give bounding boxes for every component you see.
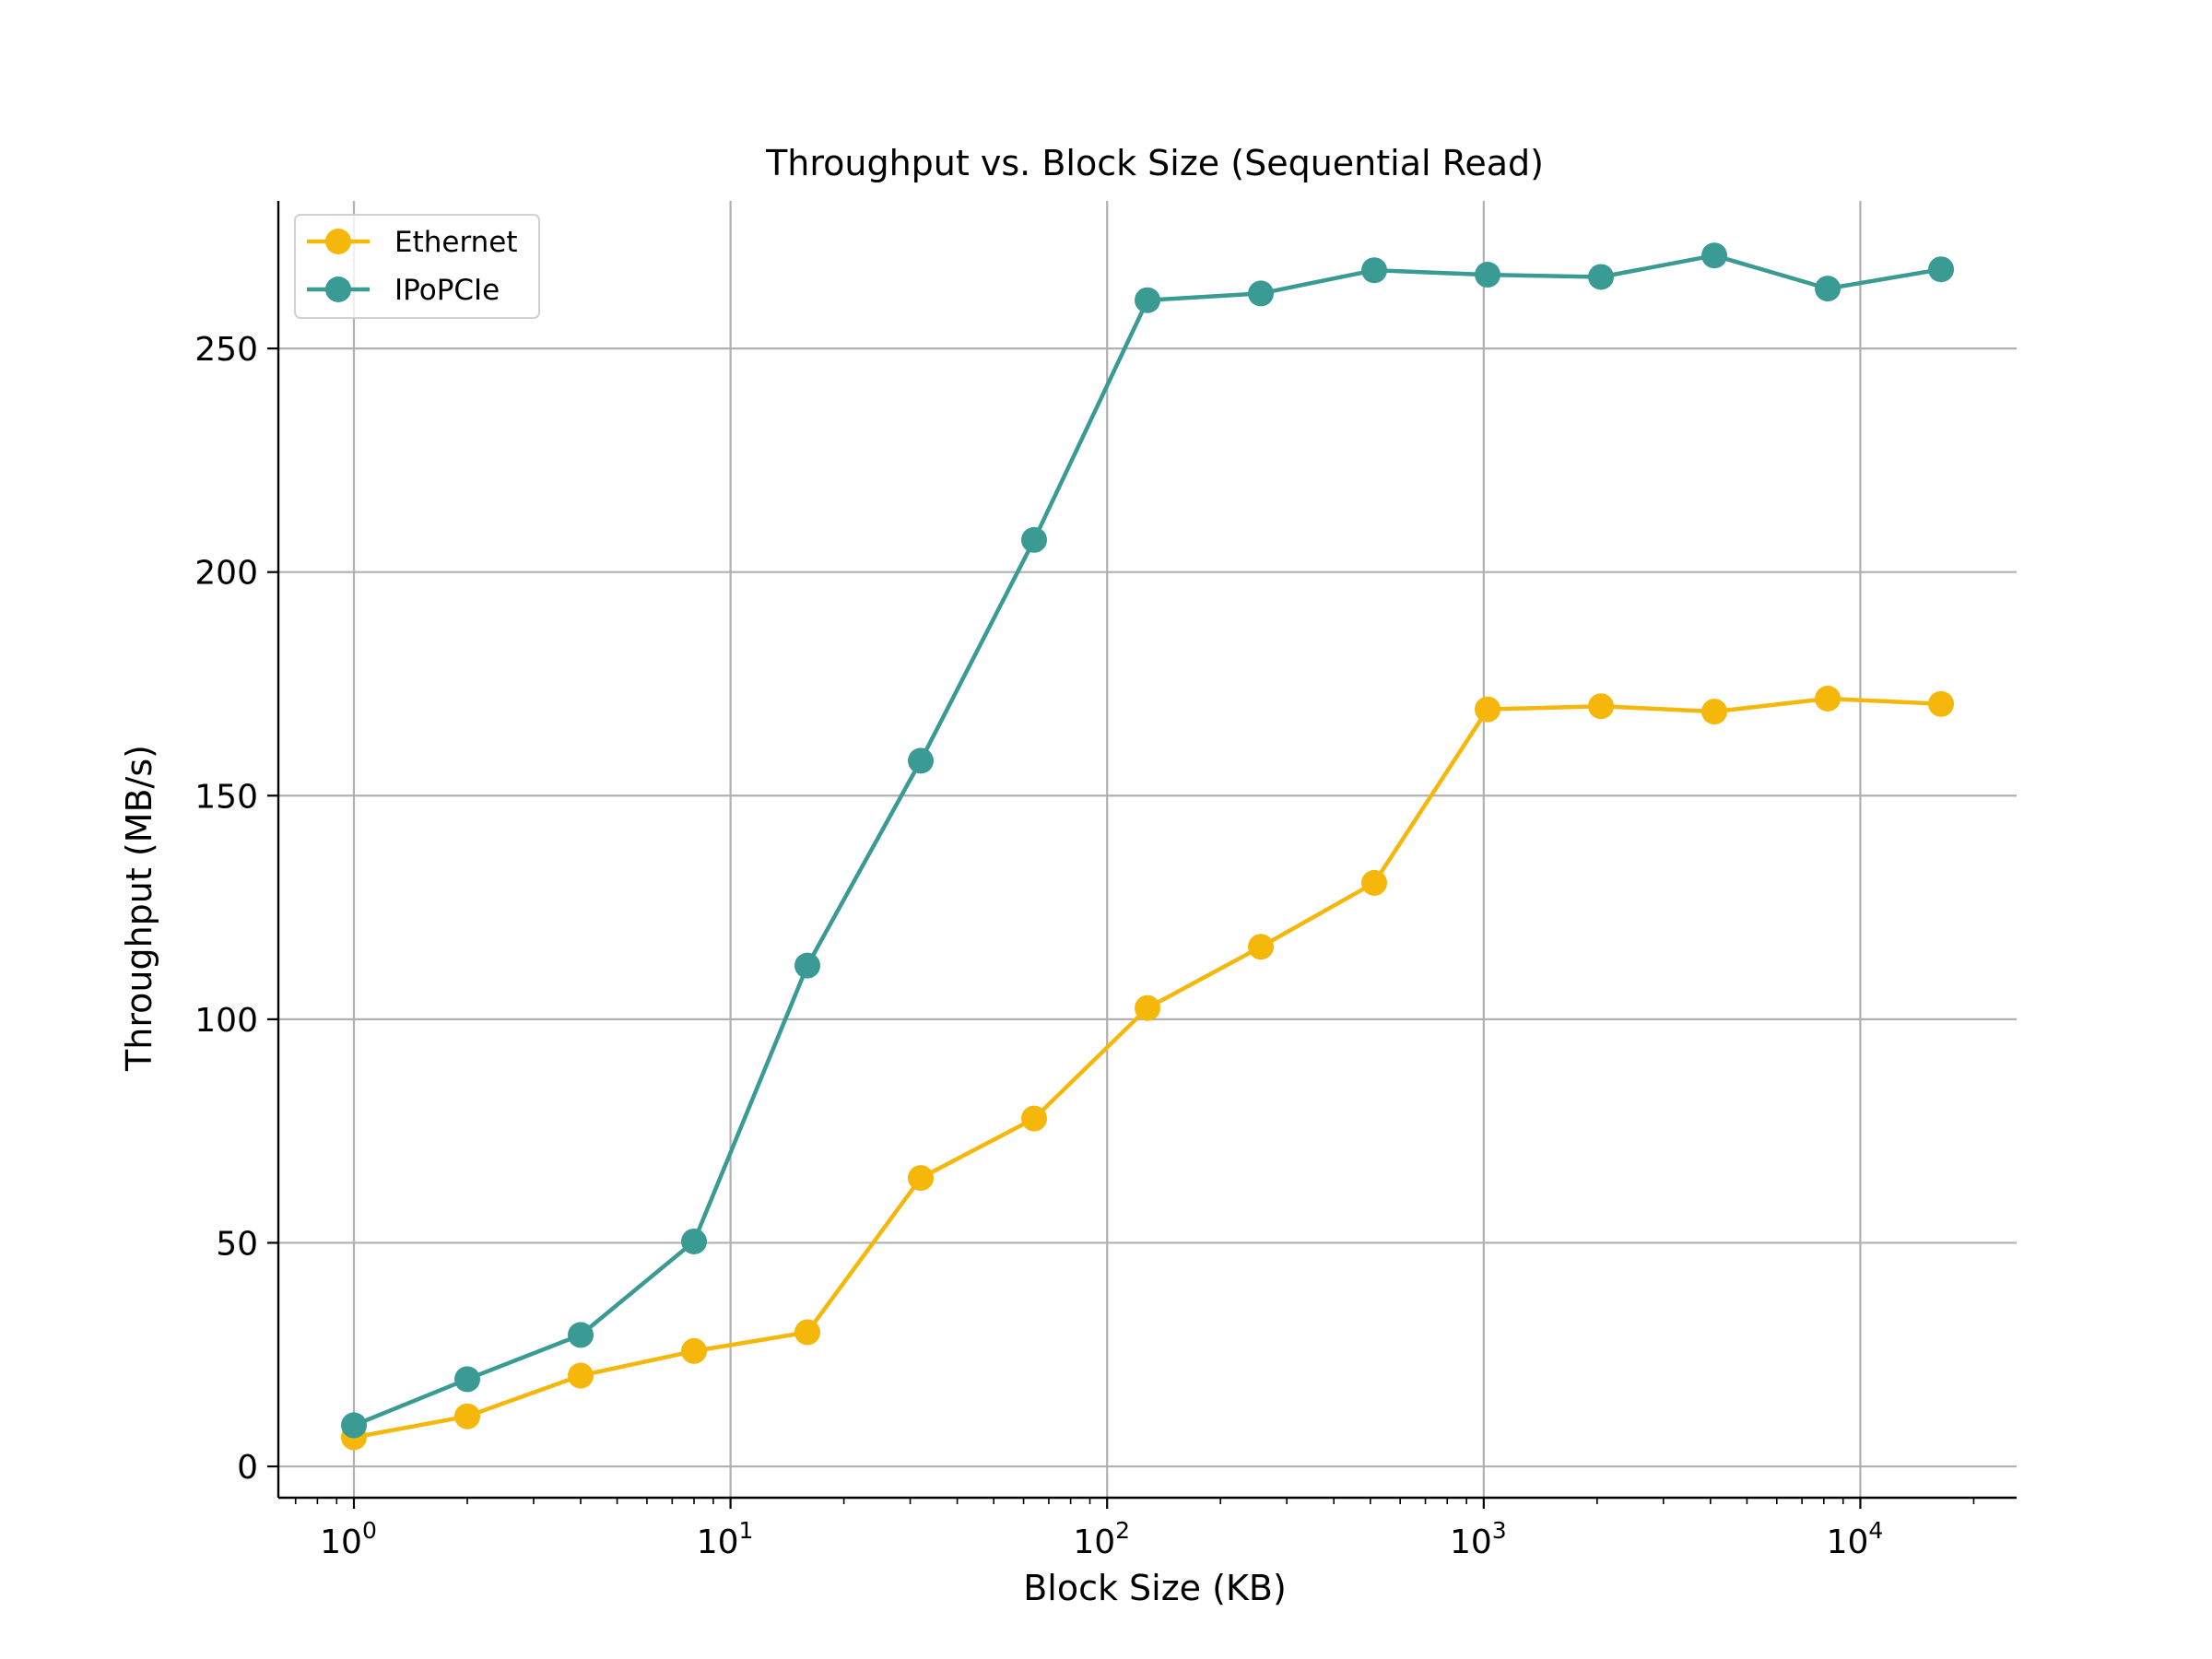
y-axis-label: Throughput (MB/s) (119, 745, 159, 1072)
legend-label-ipopcie: IPoPCIe (394, 274, 500, 307)
data-point (1475, 696, 1501, 723)
y-tick-label: 100 (194, 1002, 258, 1040)
data-point (1588, 264, 1615, 290)
y-tick-label: 250 (194, 331, 258, 369)
data-point (1361, 257, 1388, 284)
chart-title: Throughput vs. Block Size (Sequential Re… (765, 143, 1544, 183)
data-point (1248, 280, 1275, 307)
x-tick-label: 102 (1073, 1517, 1130, 1561)
y-tick-label: 200 (194, 555, 258, 593)
x-tick-label: 101 (697, 1517, 754, 1561)
grid-layer (278, 201, 2017, 1498)
data-point (1815, 685, 1841, 712)
data-point (453, 1366, 480, 1393)
data-point (453, 1403, 480, 1430)
axes-layer: 0 50 100 150 200 250 100 101 102 103 104 (194, 201, 2017, 1561)
x-tick-label: 104 (1827, 1517, 1884, 1561)
x-tick-label: 103 (1450, 1517, 1507, 1561)
data-point (1021, 1105, 1048, 1132)
data-point (1701, 699, 1728, 725)
data-point (908, 747, 935, 774)
data-point (908, 1165, 935, 1192)
legend: Ethernet IPoPCIe (294, 214, 540, 319)
data-point (340, 1412, 367, 1439)
legend-label-ethernet: Ethernet (394, 226, 518, 259)
x-axis-label: Block Size (KB) (1023, 1568, 1287, 1608)
data-point (1135, 994, 1161, 1021)
legend-marker-ethernet (325, 229, 351, 254)
data-point (1248, 934, 1275, 960)
data-point (1928, 690, 1955, 717)
data-point (1475, 262, 1501, 288)
data-point (1588, 693, 1615, 720)
data-point (794, 1319, 821, 1346)
y-tick-label: 0 (237, 1449, 258, 1487)
data-point (681, 1228, 708, 1254)
legend-marker-ipopcie (325, 276, 351, 302)
data-point (1021, 526, 1048, 553)
y-tick-label: 50 (216, 1225, 258, 1263)
series-layer (340, 242, 1955, 1451)
data-point (568, 1322, 594, 1348)
x-tick-label: 100 (320, 1517, 377, 1561)
data-point (568, 1362, 594, 1389)
data-point (1361, 869, 1388, 896)
series-line-1 (353, 253, 1942, 1428)
data-point (794, 952, 821, 979)
data-point (1135, 287, 1161, 313)
data-point (1928, 256, 1955, 283)
y-tick-label: 150 (194, 778, 258, 816)
data-point (1701, 242, 1728, 269)
data-point (1815, 276, 1841, 302)
data-point (681, 1337, 708, 1364)
